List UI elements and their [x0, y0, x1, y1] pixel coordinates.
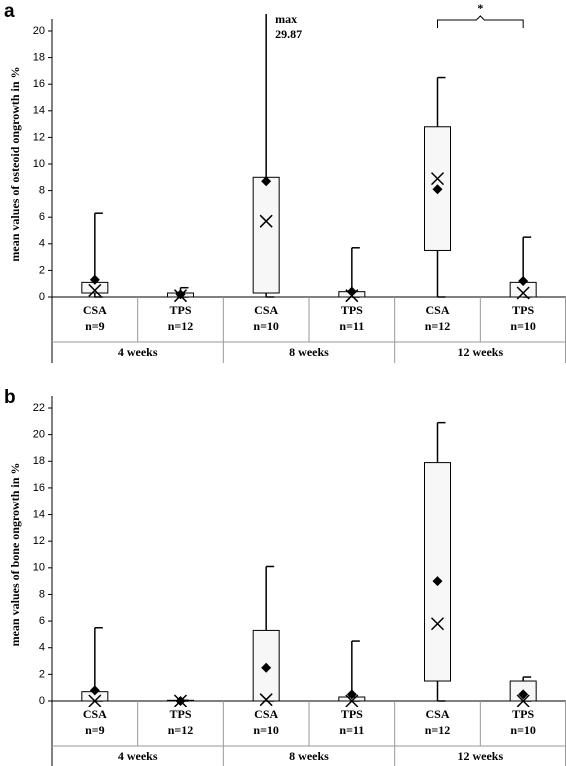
n-label: n=10 — [253, 319, 279, 333]
n-label: n=10 — [510, 723, 536, 737]
y-tick-label: 10 — [33, 562, 45, 574]
diamond-marker — [261, 662, 272, 673]
y-tick-label: 4 — [39, 238, 45, 250]
y-tick-label: 0 — [39, 291, 45, 303]
plot-area — [81, 14, 537, 303]
group-label: 4 weeks — [118, 345, 158, 359]
category-label: CSA — [425, 707, 449, 721]
n-label: n=9 — [85, 723, 105, 737]
cross-marker — [173, 289, 188, 303]
n-label: n=11 — [339, 723, 364, 737]
cross-marker — [259, 693, 273, 707]
cross-marker — [430, 172, 445, 186]
cross-marker — [88, 283, 102, 297]
diamond-marker — [89, 685, 100, 696]
y-tick-label: 12 — [33, 131, 45, 143]
significance-bracket — [437, 15, 524, 28]
y-tick-label: 0 — [39, 695, 45, 707]
n-label: n=11 — [339, 319, 364, 333]
diamond-marker — [432, 184, 443, 195]
annotation: 29.87 — [275, 27, 302, 41]
y-tick-label: 2 — [39, 264, 45, 276]
significance-label: * — [477, 1, 483, 15]
y-tick-label: 6 — [39, 615, 45, 627]
y-tick-label: 8 — [39, 185, 45, 197]
group-label: 8 weeks — [289, 345, 329, 359]
diamond-marker — [89, 274, 100, 285]
box — [252, 176, 280, 294]
diamond-marker — [261, 176, 272, 187]
category-label: CSA — [83, 303, 107, 317]
y-axis-label: mean values of osteoid ongrowth in % — [8, 66, 22, 261]
category-label: TPS — [341, 707, 363, 721]
diamond-marker — [432, 576, 443, 587]
cross-marker — [259, 214, 273, 228]
category-label: CSA — [425, 303, 449, 317]
y-axis-label: mean values of bone ongrowth in % — [8, 463, 22, 647]
y-tick-label: 10 — [33, 158, 45, 170]
y-tick-label: 20 — [33, 25, 45, 37]
n-label: n=10 — [510, 319, 536, 333]
category-label: TPS — [169, 707, 191, 721]
diamond-marker — [518, 276, 529, 287]
plot-area — [81, 421, 537, 707]
y-tick-label: 14 — [33, 508, 45, 520]
y-tick-label: 2 — [39, 668, 45, 680]
n-label: n=10 — [253, 723, 279, 737]
category-label: TPS — [512, 707, 534, 721]
panel-label: b — [4, 387, 16, 408]
annotation: max — [275, 12, 297, 26]
box — [424, 462, 451, 682]
y-tick-label: 22 — [33, 402, 45, 414]
cross-marker — [516, 694, 530, 707]
category-label: CSA — [254, 707, 278, 721]
group-label: 8 weeks — [289, 749, 329, 763]
group-label: 12 weeks — [457, 345, 503, 359]
diamond-marker — [346, 689, 357, 700]
n-label: n=12 — [425, 723, 451, 737]
y-tick-label: 16 — [33, 482, 45, 494]
y-tick-label: 8 — [39, 588, 45, 600]
category-label: CSA — [254, 303, 278, 317]
y-tick-label: 16 — [33, 78, 45, 90]
y-tick-label: 20 — [33, 429, 45, 441]
category-label: TPS — [341, 303, 363, 317]
y-tick-label: 14 — [33, 105, 45, 117]
diamond-marker — [175, 289, 186, 300]
category-label: CSA — [83, 707, 107, 721]
category-label: TPS — [512, 303, 534, 317]
y-tick-label: 18 — [33, 455, 45, 467]
n-label: n=9 — [85, 319, 105, 333]
cross-marker — [173, 694, 188, 707]
panel-label: a — [4, 1, 15, 22]
panel: a mean values of osteoid ongrowth in % 0 2 4… — [4, 1, 566, 363]
cross-marker — [516, 286, 530, 300]
group-label: 4 weeks — [118, 749, 158, 763]
n-label: n=12 — [168, 319, 194, 333]
cross-marker — [88, 694, 102, 707]
cross-marker — [345, 289, 359, 303]
category-label: TPS — [169, 303, 191, 317]
cross-marker — [345, 694, 359, 707]
y-tick-label: 4 — [39, 642, 45, 654]
y-tick-label: 18 — [33, 52, 45, 64]
y-tick-label: 6 — [39, 211, 45, 223]
group-label: 12 weeks — [457, 749, 503, 763]
y-tick-label: 12 — [33, 535, 45, 547]
n-label: n=12 — [168, 723, 194, 737]
panel: b mean values of bone ongrowth in % 0 2 4 6 8 1… — [4, 387, 566, 766]
n-label: n=12 — [425, 319, 451, 333]
diamond-marker — [518, 689, 529, 700]
cross-marker — [430, 617, 445, 631]
